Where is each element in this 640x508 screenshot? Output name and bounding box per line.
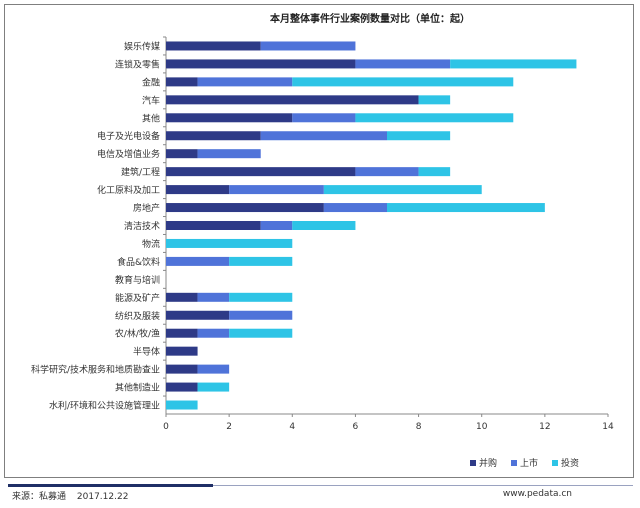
- bar-segment-series-0: [166, 167, 356, 177]
- bar-segment-series-1: [229, 310, 293, 320]
- x-tick-label: 0: [163, 422, 169, 432]
- category-label: 娱乐传媒: [124, 40, 160, 52]
- bar-segment-series-2: [166, 238, 293, 248]
- bar-segment-series-2: [292, 77, 514, 87]
- bar-segment-series-1: [323, 203, 387, 213]
- category-label: 纺织及服装: [115, 310, 160, 322]
- bar-segment-series-1: [355, 59, 451, 69]
- x-tick-label: 4: [289, 422, 295, 432]
- x-tick-label: 10: [476, 422, 488, 432]
- bar-segment-series-2: [418, 95, 451, 105]
- bar-segment-series-1: [260, 221, 293, 230]
- bar-segment-series-2: [323, 185, 482, 195]
- category-label: 电信及增值业务: [97, 148, 160, 160]
- bar-segment-series-2: [229, 292, 293, 302]
- category-label: 能源及矿产: [115, 292, 160, 304]
- legend-label-2: 投资: [561, 459, 580, 469]
- legend-item-series-2: 投资: [552, 456, 579, 469]
- legend-item-series-0: 并购: [470, 456, 497, 469]
- x-tick-label: 12: [539, 422, 550, 432]
- bar-segment-series-2: [387, 131, 451, 141]
- legend-label-0: 并购: [479, 459, 498, 469]
- category-label: 房地产: [133, 202, 160, 214]
- bar-segment-series-2: [418, 167, 451, 177]
- bar-segment-series-2: [355, 113, 514, 123]
- category-label: 化工原料及加工: [97, 184, 160, 196]
- source-text: 来源：私募通: [12, 492, 67, 502]
- bar-segment-series-1: [197, 364, 230, 374]
- category-label: 其他: [142, 112, 160, 124]
- legend-swatch-0: [470, 459, 476, 466]
- bar-segment-series-0: [166, 203, 324, 213]
- bar-segment-series-1: [260, 131, 387, 141]
- category-label: 物流: [142, 238, 160, 250]
- legend-label-1: 上市: [520, 459, 539, 469]
- bar-segment-series-0: [166, 77, 198, 87]
- bar-segment-series-2: [166, 400, 198, 410]
- bar-segment-series-1: [229, 185, 324, 195]
- bar-segment-series-2: [229, 256, 293, 266]
- bar-segment-series-0: [166, 364, 198, 374]
- bar-segment-series-1: [197, 77, 293, 87]
- category-label: 金融: [142, 76, 160, 88]
- x-tick-label: 6: [353, 422, 359, 432]
- bar-segment-series-2: [387, 203, 545, 213]
- bar-segment-series-2: [197, 382, 230, 392]
- chart-title: 本月整体事件行业案例数量对比（单位：起）: [270, 14, 470, 25]
- bar-segment-series-1: [197, 292, 230, 302]
- bar-segment-series-0: [166, 185, 230, 195]
- legend: 并购 上市 投资: [470, 456, 579, 469]
- x-tick-label: 2: [226, 422, 232, 432]
- bar-segment-series-1: [197, 328, 230, 338]
- footer-accent-bar: [8, 484, 213, 487]
- source-date: 2017.12.22: [76, 492, 129, 502]
- category-label: 电子及光电设备: [97, 130, 160, 142]
- category-label: 清洁技术: [124, 220, 160, 232]
- footer-source: 来源：私募通 2017.12.22: [12, 489, 128, 502]
- bar-segment-series-1: [355, 167, 419, 177]
- bar-segment-series-0: [166, 346, 198, 356]
- category-label: 其他制造业: [115, 382, 160, 394]
- category-label: 水利/环境和公共设施管理业: [49, 400, 160, 412]
- category-label: 科学研究/技术服务和地质勘查业: [31, 364, 160, 376]
- bar-segment-series-0: [166, 292, 198, 302]
- footer-website: www.pedata.cn: [502, 489, 572, 499]
- bar-segment-series-0: [166, 131, 261, 141]
- category-label: 半导体: [133, 346, 160, 358]
- bar-segment-series-1: [260, 41, 356, 51]
- bar-segment-series-0: [166, 41, 261, 51]
- bar-segment-series-0: [166, 113, 293, 123]
- bar-segment-series-0: [166, 221, 261, 230]
- legend-swatch-2: [552, 459, 559, 466]
- footer-divider: [213, 485, 633, 486]
- bar-segment-series-0: [166, 382, 198, 392]
- bar-segment-series-1: [197, 149, 261, 159]
- x-tick-label: 8: [416, 422, 422, 432]
- bar-segment-series-0: [166, 59, 356, 69]
- category-label: 建筑/工程: [121, 166, 160, 178]
- legend-item-series-1: 上市: [511, 456, 538, 469]
- category-label: 农/林/牧/渔: [115, 328, 160, 340]
- bar-segment-series-1: [166, 256, 230, 266]
- bar-segment-series-0: [166, 310, 230, 320]
- bar-segment-series-0: [166, 95, 419, 105]
- bar-segment-series-0: [166, 328, 198, 338]
- category-label: 教育与培训: [115, 274, 160, 286]
- category-label: 食品&饮料: [117, 256, 160, 268]
- category-label: 汽车: [142, 94, 160, 106]
- bar-segment-series-2: [229, 328, 293, 338]
- legend-swatch-1: [511, 459, 518, 466]
- bar-segment-series-2: [450, 59, 577, 69]
- bar-segment-series-0: [166, 149, 198, 159]
- bar-segment-series-1: [292, 113, 356, 123]
- bar-segment-series-2: [292, 221, 356, 230]
- category-label: 连锁及零售: [115, 58, 160, 70]
- x-tick-label: 14: [602, 422, 614, 432]
